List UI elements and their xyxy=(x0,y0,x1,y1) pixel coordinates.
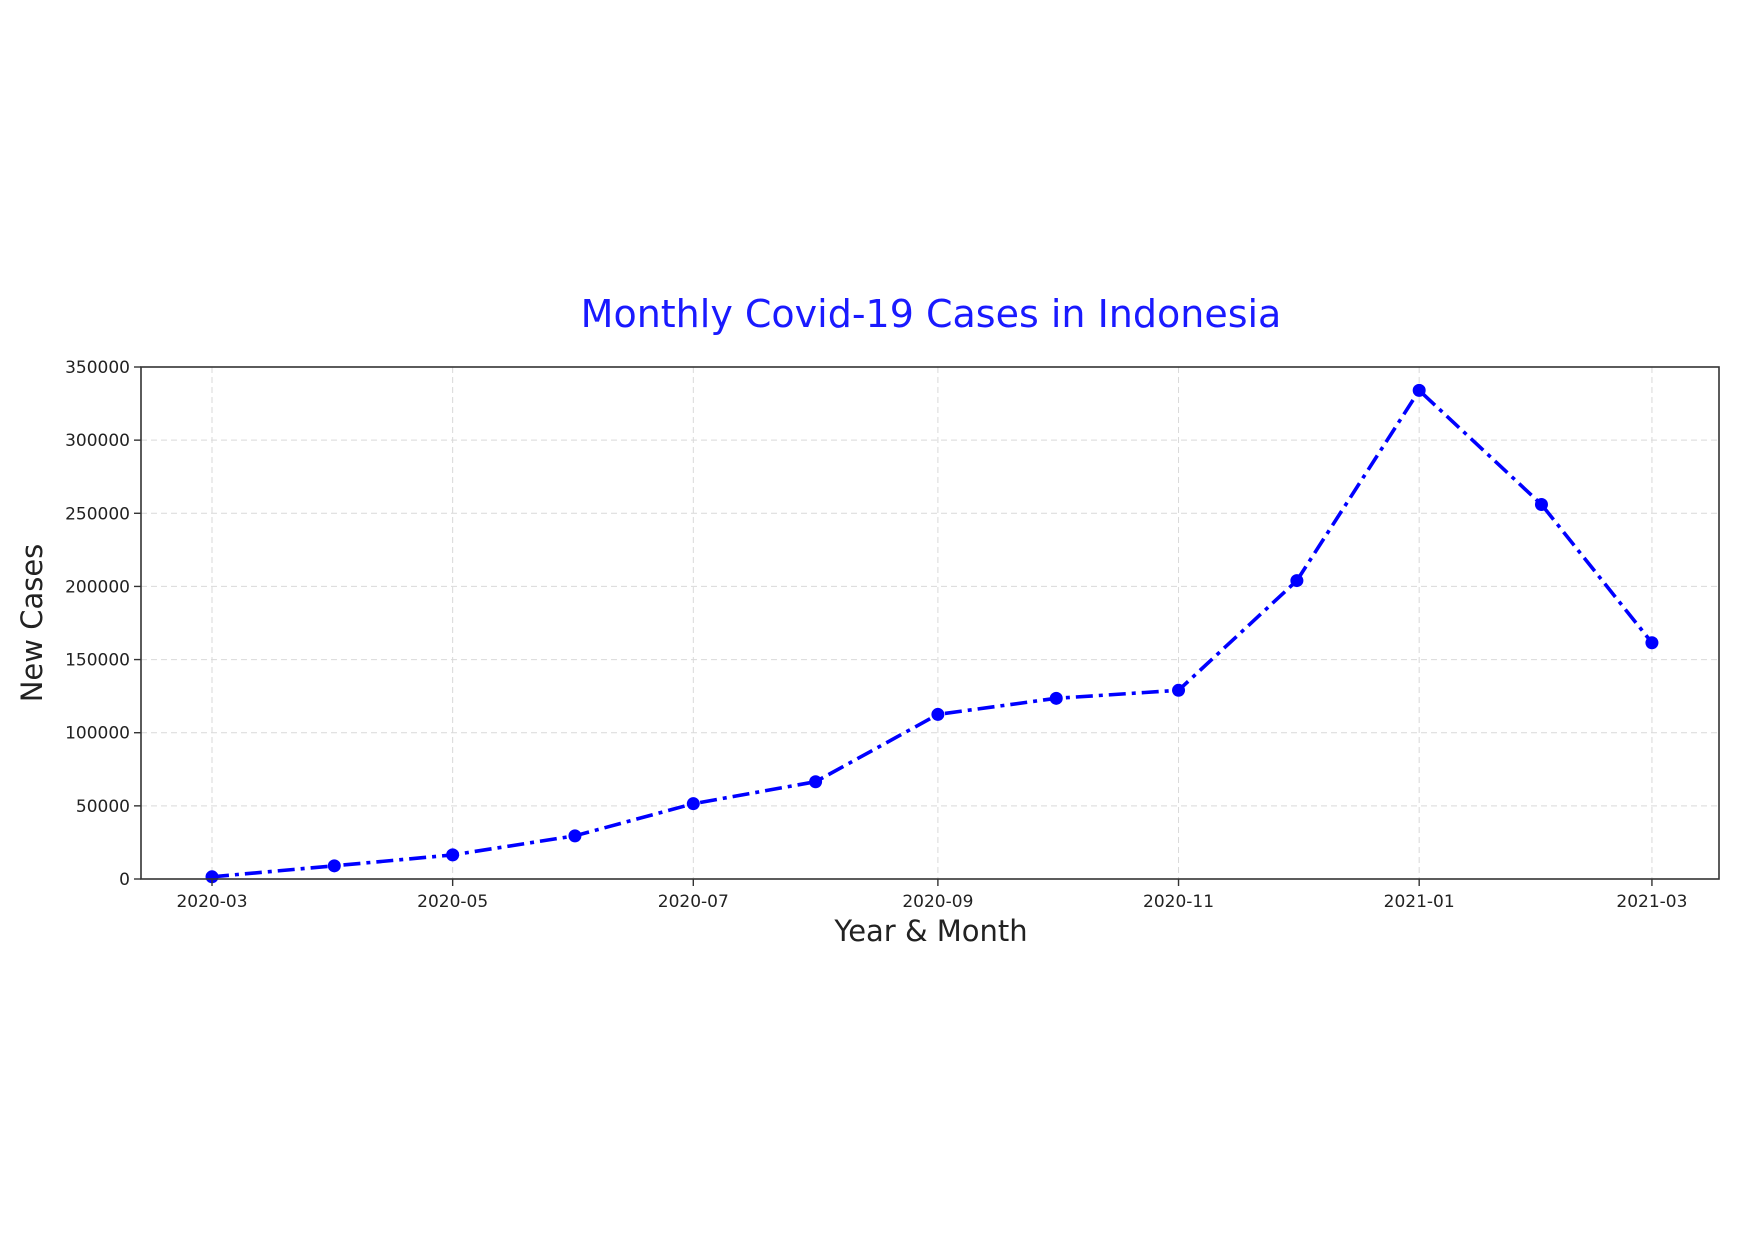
series-line xyxy=(211,388,1654,879)
x-axis-label: Year & Month xyxy=(833,914,1027,948)
x-tick-label: 2021-01 xyxy=(1384,892,1455,912)
data-point xyxy=(568,829,582,843)
x-tick-label: 2020-07 xyxy=(658,892,729,912)
y-axis-label: New Cases xyxy=(15,544,49,703)
data-point xyxy=(931,707,945,721)
data-point xyxy=(205,870,219,884)
plot-frame xyxy=(140,366,1720,880)
x-tick-label: 2020-11 xyxy=(1143,892,1214,912)
data-point xyxy=(1172,683,1186,697)
grid xyxy=(141,366,1719,880)
y-tick-label: 50000 xyxy=(76,797,130,817)
y-tick-label: 100000 xyxy=(65,724,130,744)
y-tick-label: 200000 xyxy=(65,577,130,597)
data-point xyxy=(446,848,460,862)
data-point xyxy=(1049,691,1063,705)
data-point xyxy=(1645,636,1659,650)
data-point xyxy=(1534,498,1548,512)
data-point xyxy=(809,775,823,789)
data-point xyxy=(1412,383,1426,397)
x-tick-label: 2020-03 xyxy=(176,892,247,912)
data-point xyxy=(1290,574,1304,588)
series xyxy=(205,383,1659,884)
data-point xyxy=(686,797,700,811)
y-tick-label: 300000 xyxy=(65,431,130,451)
x-tick-label: 2021-03 xyxy=(1616,892,1687,912)
x-tick-label: 2020-09 xyxy=(902,892,973,912)
y-tick-label: 250000 xyxy=(65,504,130,524)
chart-title: Monthly Covid-19 Cases in Indonesia xyxy=(581,292,1282,336)
y-tick-label: 0 xyxy=(119,870,130,890)
data-point xyxy=(327,859,341,873)
x-tick-label: 2020-05 xyxy=(417,892,488,912)
y-tick-label: 150000 xyxy=(65,651,130,671)
axis-ticks: 0 50000 100000 150000 200000 250000 300000 3500… xyxy=(65,358,1687,912)
y-tick-label: 350000 xyxy=(65,358,130,378)
